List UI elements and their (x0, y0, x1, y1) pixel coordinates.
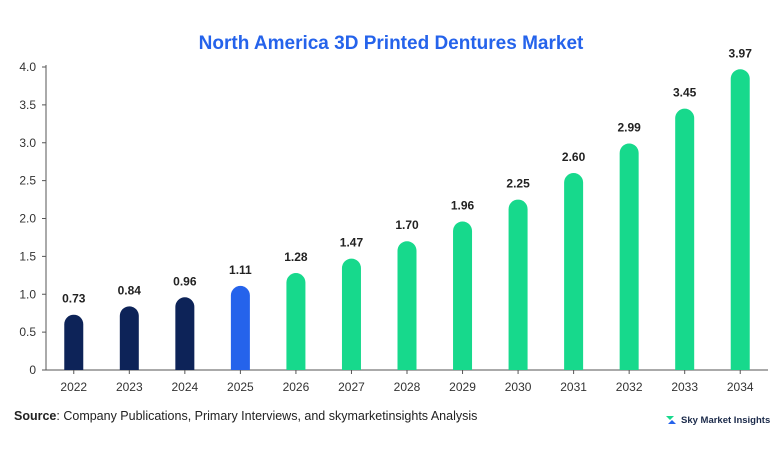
data-label-2030: 2.25 (506, 177, 530, 191)
y-tick-label: 0 (29, 363, 36, 377)
bar-2033 (675, 108, 695, 370)
data-label-2031: 2.60 (562, 150, 586, 164)
bar-2024 (175, 297, 195, 370)
data-label-2026: 1.28 (284, 250, 308, 264)
data-label-2027: 1.47 (340, 236, 364, 250)
bar-2026 (286, 273, 306, 370)
y-tick-label: 3.0 (19, 136, 36, 150)
source-text: : Company Publications, Primary Intervie… (56, 409, 478, 423)
x-tick-label: 2030 (505, 380, 532, 394)
brand-logo: Sky Market Insights (664, 413, 770, 427)
brand-name: Sky Market Insights (681, 414, 771, 426)
bar-2025 (230, 285, 250, 370)
sky-market-insights-logo-icon (666, 416, 676, 424)
x-tick-label: 2028 (394, 380, 421, 394)
y-tick-label: 2.5 (19, 174, 36, 188)
bar-2029 (453, 221, 473, 370)
data-label-2023: 0.84 (118, 283, 142, 297)
bar-2034 (730, 69, 750, 370)
x-tick-label: 2022 (60, 380, 87, 394)
y-tick-label: 1.0 (19, 287, 36, 301)
x-tick-label: 2025 (227, 380, 254, 394)
y-tick-label: 3.5 (19, 98, 36, 112)
x-tick-label: 2032 (616, 380, 643, 394)
x-tick-label: 2029 (449, 380, 476, 394)
x-tick-label: 2023 (116, 380, 143, 394)
data-label-2025: 1.11 (229, 263, 252, 277)
data-label-2024: 0.96 (173, 274, 197, 288)
data-label-2028: 1.70 (395, 218, 419, 232)
y-tick-label: 2.0 (19, 212, 36, 226)
x-tick-label: 2024 (171, 380, 198, 394)
source-note: Source: Company Publications, Primary In… (14, 409, 477, 423)
data-label-2034: 3.97 (729, 46, 753, 60)
bar-2022 (64, 314, 84, 370)
x-tick-label: 2027 (338, 380, 365, 394)
x-tick-label: 2034 (727, 380, 754, 394)
x-tick-label: 2031 (560, 380, 587, 394)
bar-2028 (397, 241, 417, 370)
bar-2027 (341, 258, 361, 370)
data-label-2022: 0.73 (62, 292, 86, 306)
bar-2030 (508, 199, 528, 370)
y-tick-label: 4.0 (19, 60, 36, 74)
chart-title: North America 3D Printed Dentures Market (198, 33, 584, 54)
bar-2031 (564, 173, 584, 370)
x-tick-label: 2033 (671, 380, 698, 394)
y-tick-label: 1.5 (19, 249, 36, 263)
data-label-2032: 2.99 (617, 121, 641, 135)
data-label-2033: 3.45 (673, 86, 697, 100)
data-label-2029: 1.96 (451, 199, 475, 213)
source-label: Source (14, 409, 57, 423)
y-tick-label: 0.5 (19, 325, 36, 339)
x-tick-label: 2026 (283, 380, 310, 394)
bar-2032 (619, 143, 639, 370)
bar-2023 (119, 306, 139, 370)
